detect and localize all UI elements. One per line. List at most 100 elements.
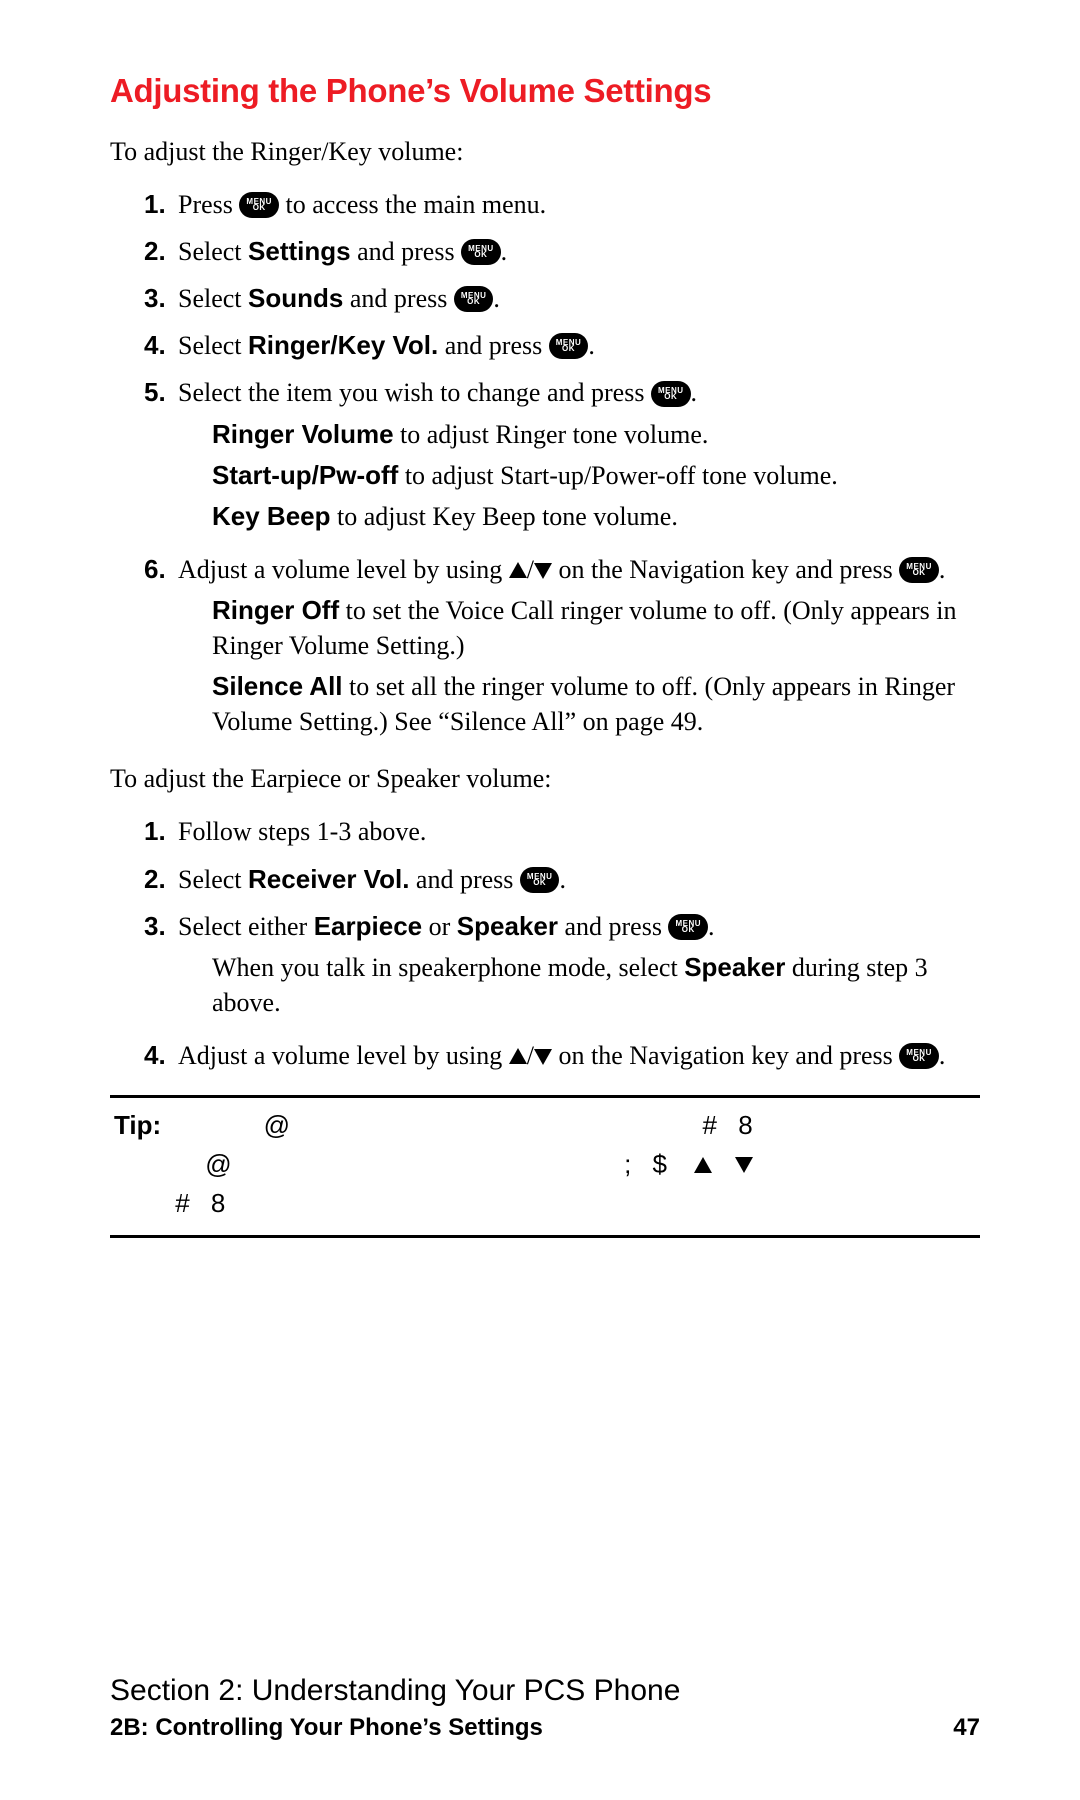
triangle-up-icon: [509, 1048, 527, 1064]
menu-ok-icon: MENUOK: [239, 192, 279, 218]
step-text: on the Navigation key and press: [552, 1041, 899, 1070]
sub-text: to adjust Ringer tone volume.: [394, 420, 709, 449]
step-text: on the Navigation key and press: [552, 555, 899, 584]
step-text: Press: [178, 190, 239, 219]
step-3: 3. Select either Earpiece or Speaker and…: [144, 903, 980, 1032]
step-1: 1. Press MENUOK to access the main menu.: [144, 181, 980, 228]
step-number: 2.: [144, 234, 166, 269]
menu-ok-icon: MENUOK: [651, 381, 691, 407]
sub-item: Start-up/Pw-off to adjust Start-up/Power…: [212, 458, 980, 493]
menu-ok-icon: MENUOK: [549, 333, 589, 359]
step-text: Select: [178, 865, 248, 894]
bold-term: Ringer Volume: [212, 419, 394, 449]
sub-item: Ringer Volume to adjust Ringer tone volu…: [212, 417, 980, 452]
tip-text: ; $: [624, 1149, 688, 1179]
step-text: Adjust a volume level by using: [178, 1041, 509, 1070]
menu-ok-icon: MENUOK: [454, 286, 494, 312]
step-number: 4.: [144, 328, 166, 363]
tip-line: @ ; $: [114, 1145, 976, 1184]
step-text: .: [939, 555, 946, 584]
step-5: 5. Select the item you wish to change an…: [144, 369, 980, 545]
menu-ok-icon: MENUOK: [668, 914, 708, 940]
bold-term: Start-up/Pw-off: [212, 460, 398, 490]
step-text: Follow steps 1-3 above.: [178, 817, 426, 846]
step-text: .: [559, 865, 566, 894]
triangle-down-icon: [534, 563, 552, 579]
bold-term: Key Beep: [212, 501, 331, 531]
sub-item: Ringer Off to set the Voice Call ringer …: [212, 593, 980, 663]
footer-chapter: 2B: Controlling Your Phone’s Settings: [110, 1714, 543, 1742]
tip-text: @: [205, 1149, 231, 1179]
step-text: .: [939, 1041, 946, 1070]
steps-ringer: 1. Press MENUOK to access the main menu.…: [144, 181, 980, 751]
menu-ok-icon: MENUOK: [899, 1043, 939, 1069]
tip-line: Tip: @ # 8: [114, 1106, 976, 1145]
step-number: 1.: [144, 814, 166, 849]
step-text: Select: [178, 284, 248, 313]
step-text: .: [501, 237, 508, 266]
section-heading: Adjusting the Phone’s Volume Settings: [110, 72, 980, 110]
step-text: Adjust a volume level by using: [178, 555, 509, 584]
step-text: and press: [343, 284, 453, 313]
step-text: .: [493, 284, 500, 313]
step-number: 4.: [144, 1038, 166, 1073]
step-number: 3.: [144, 909, 166, 944]
tip-text: @: [264, 1110, 290, 1140]
intro-ringer: To adjust the Ringer/Key volume:: [110, 134, 980, 169]
step-3: 3. Select Sounds and press MENUOK.: [144, 275, 980, 322]
step-number: 6.: [144, 552, 166, 587]
step-4: 4. Adjust a volume level by using / on t…: [144, 1032, 980, 1079]
bold-term: Sounds: [248, 283, 343, 313]
step-4: 4. Select Ringer/Key Vol. and press MENU…: [144, 322, 980, 369]
step-text: .: [691, 378, 698, 407]
step-number: 1.: [144, 187, 166, 222]
tip-label: Tip:: [114, 1110, 161, 1140]
sub-item: When you talk in speakerphone mode, sele…: [212, 950, 980, 1020]
bold-term: Speaker: [684, 952, 785, 982]
sub-item: Silence All to set all the ringer volume…: [212, 669, 980, 739]
step-text: Select either: [178, 912, 314, 941]
triangle-up-icon: [694, 1157, 712, 1173]
bold-term: Silence All: [212, 671, 343, 701]
step-text: Select: [178, 331, 248, 360]
sub-text: to adjust Key Beep tone volume.: [331, 502, 678, 531]
step-number: 5.: [144, 375, 166, 410]
slash: /: [527, 555, 534, 584]
tip-text: # 8: [175, 1188, 225, 1218]
bold-term: Earpiece: [314, 911, 422, 941]
page-number: 47: [953, 1714, 980, 1742]
bold-term: Speaker: [457, 911, 558, 941]
step-text: Select: [178, 237, 248, 266]
sub-text: When you talk in speakerphone mode, sele…: [212, 953, 684, 982]
step-2: 2. Select Receiver Vol. and press MENUOK…: [144, 856, 980, 903]
step-number: 3.: [144, 281, 166, 316]
triangle-up-icon: [509, 562, 527, 578]
footer-subsection: 2B: Controlling Your Phone’s Settings 47: [110, 1714, 980, 1742]
page-footer: Section 2: Understanding Your PCS Phone …: [110, 1674, 980, 1742]
step-text: or: [422, 912, 457, 941]
sub-item: Key Beep to adjust Key Beep tone volume.: [212, 499, 980, 534]
step-text: and press: [409, 865, 519, 894]
menu-ok-icon: MENUOK: [461, 239, 501, 265]
step-text: and press: [558, 912, 668, 941]
step-6: 6. Adjust a volume level by using / on t…: [144, 546, 980, 751]
bold-term: Receiver Vol.: [248, 864, 409, 894]
step-text: and press: [351, 237, 461, 266]
bold-term: Ringer Off: [212, 595, 339, 625]
steps-earpiece: 1. Follow steps 1-3 above. 2. Select Rec…: [144, 808, 980, 1079]
step-1: 1. Follow steps 1-3 above.: [144, 808, 980, 855]
step-2: 2. Select Settings and press MENUOK.: [144, 228, 980, 275]
menu-ok-icon: MENUOK: [520, 867, 560, 893]
tip-line: # 8: [114, 1184, 976, 1223]
step-text: Select the item you wish to change and p…: [178, 378, 651, 407]
menu-ok-icon: MENUOK: [899, 557, 939, 583]
intro-earpiece: To adjust the Earpiece or Speaker volume…: [110, 761, 980, 796]
bold-term: Ringer/Key Vol.: [248, 330, 438, 360]
tip-text: # 8: [703, 1110, 753, 1140]
manual-page: Adjusting the Phone’s Volume Settings To…: [0, 0, 1080, 1800]
sub-text: to adjust Start-up/Power-off tone volume…: [398, 461, 838, 490]
step-text: and press: [438, 331, 548, 360]
step-text: to access the main menu.: [279, 190, 546, 219]
slash: /: [527, 1041, 534, 1070]
footer-section: Section 2: Understanding Your PCS Phone: [110, 1674, 980, 1708]
